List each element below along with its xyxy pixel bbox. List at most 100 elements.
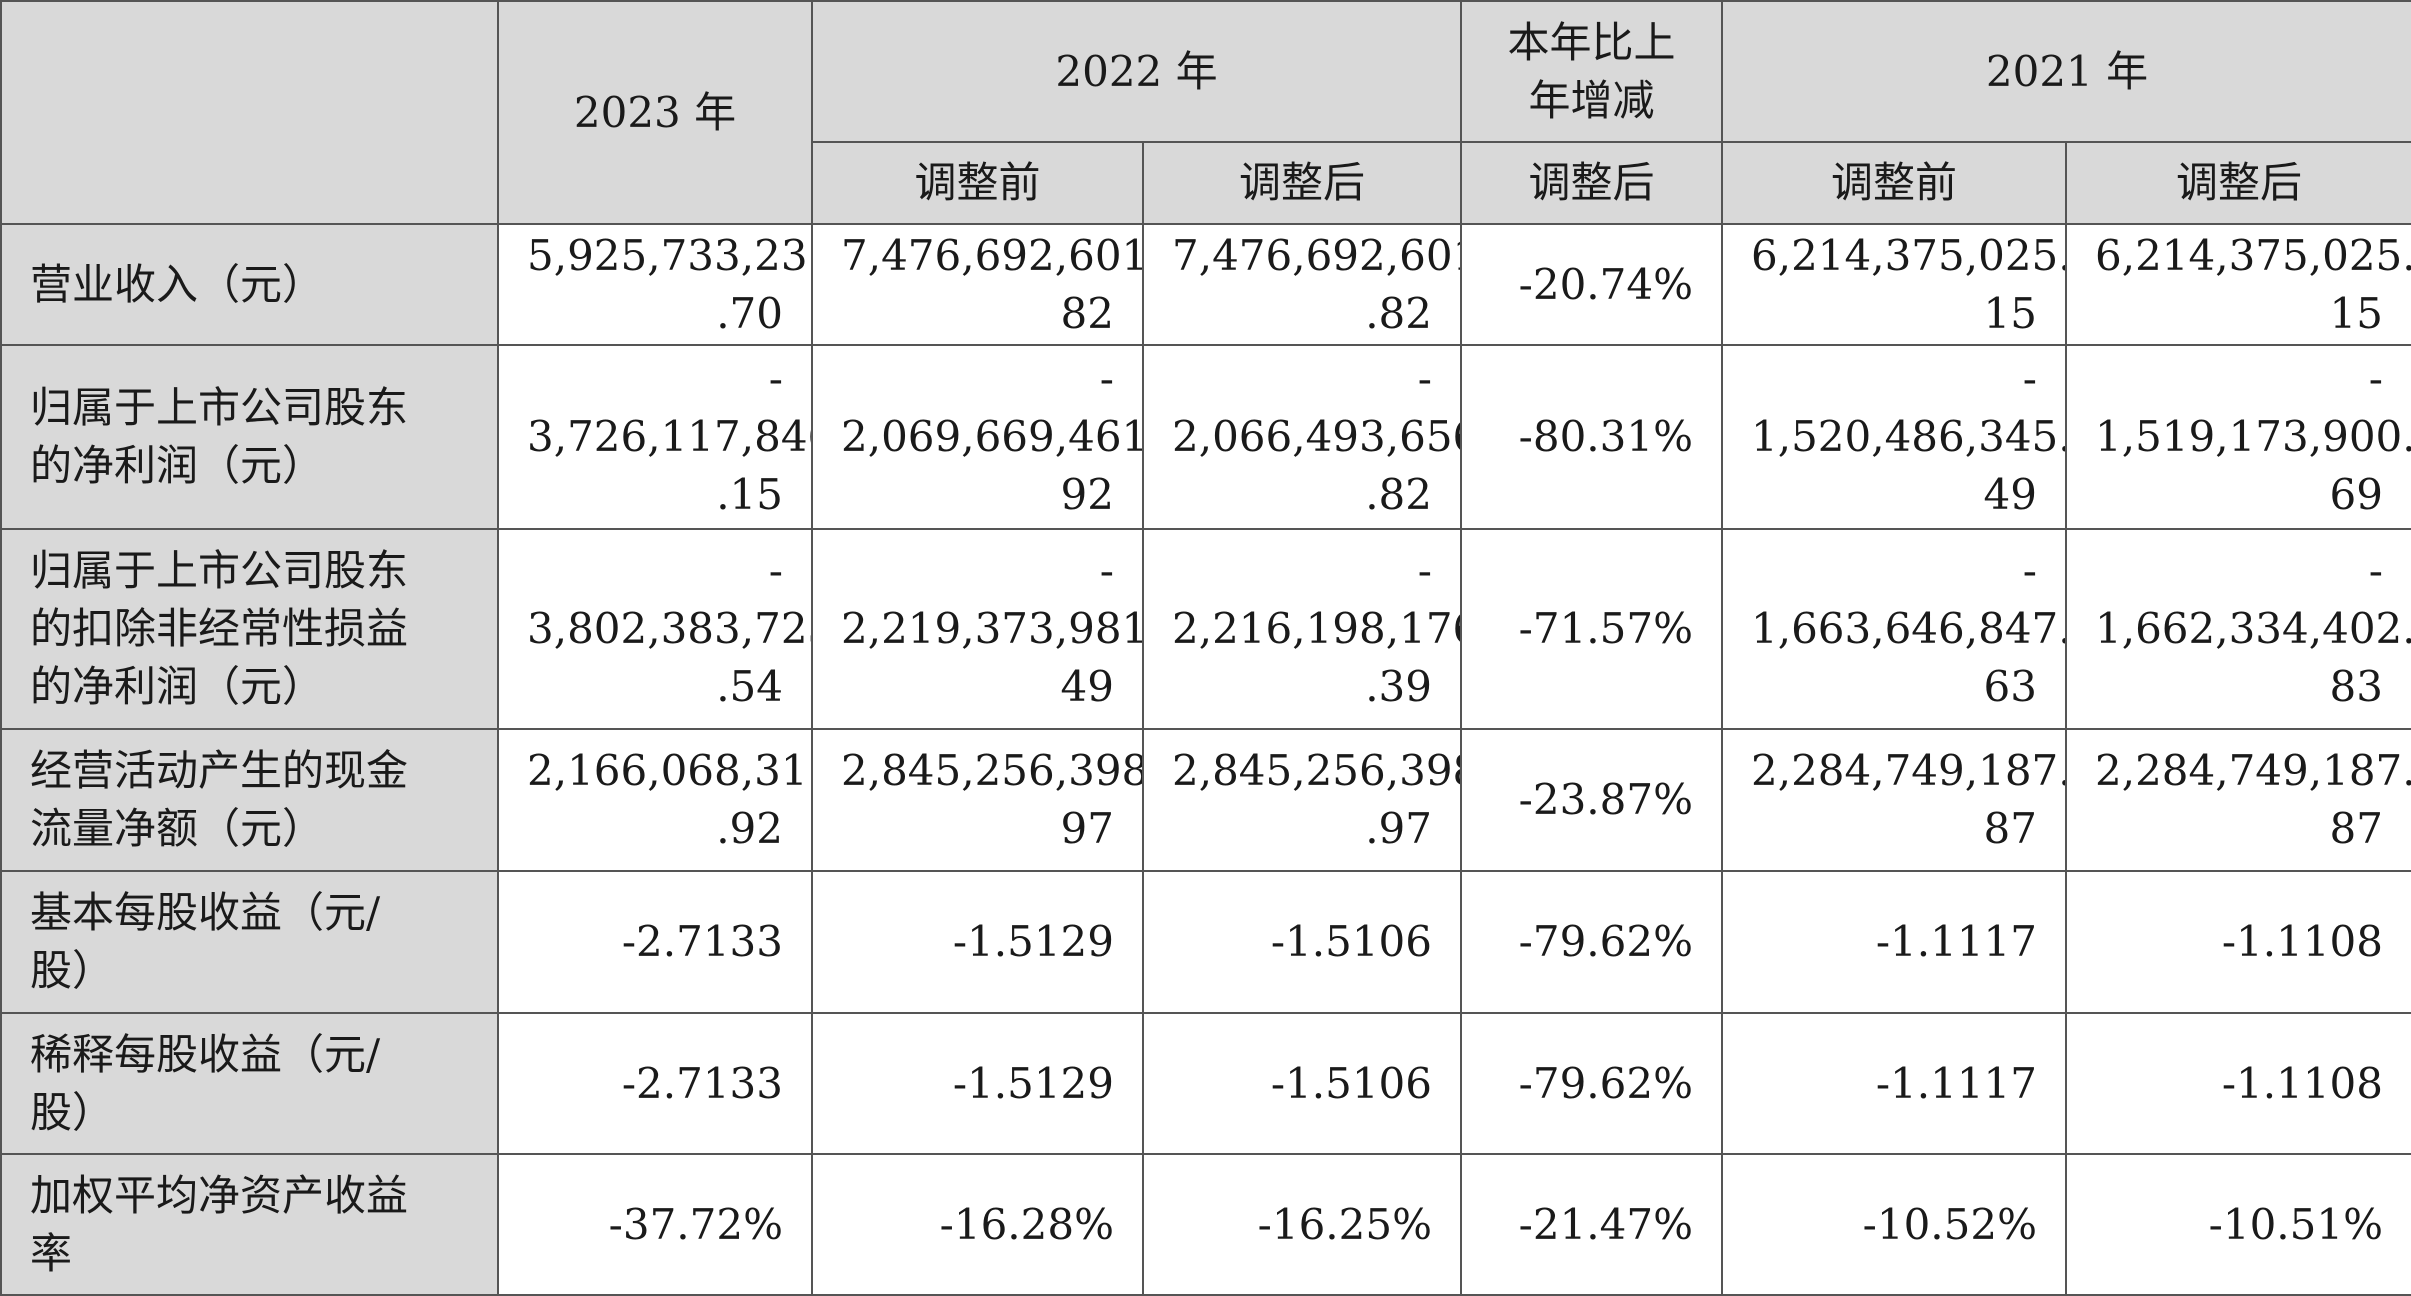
value-cell: -1.1108	[2065, 1012, 2411, 1155]
header-2022: 2022 年	[811, 0, 1462, 143]
value-line: 2,216,198,176	[1172, 604, 1461, 653]
header-change-line: 本年比上	[1507, 17, 1676, 67]
row-label-line: 归属于上市公司股东	[30, 383, 409, 432]
value-line: -10.52%	[1862, 1199, 2037, 1249]
value-line: 87	[1983, 804, 2037, 853]
value-line: -	[768, 354, 783, 403]
value-line: -	[2022, 354, 2037, 403]
table-row: 营业收入（元） 5,925,733,237.70 7,476,692,601. 82 7…	[0, 223, 2411, 346]
header-2023: 2023 年	[497, 0, 813, 225]
table-row: 经营活动产生的现金 流量净额（元） 2,166,068,311 .92 2,845,25…	[0, 728, 2411, 872]
value-line: 49	[1060, 662, 1114, 711]
value-cell: -2.7133	[497, 870, 813, 1014]
row-label-line: 的扣除非经常性损益	[30, 604, 409, 653]
header-2022-before: 调整前	[811, 141, 1144, 225]
value-line: -	[2368, 354, 2383, 403]
value-cell: 7,476,692,601. 82	[811, 223, 1144, 346]
value-line: 6,214,375,025.	[2095, 230, 2411, 280]
value-cell: -16.25%	[1142, 1153, 1462, 1296]
value-line: .39	[1365, 662, 1432, 711]
header-2021-before: 调整前	[1721, 141, 2067, 225]
value-cell: -1.1117	[1721, 870, 2067, 1014]
value-cell: -20.74%	[1460, 223, 1723, 346]
value-cell: -71.57%	[1460, 528, 1723, 730]
value-cell: -16.28%	[811, 1153, 1144, 1296]
value-cell: -23.87%	[1460, 728, 1723, 872]
table-row: 归属于上市公司股东 的扣除非经常性损益 的净利润（元） - 3,802,383,723.…	[0, 528, 2411, 730]
value-cell: - 2,066,493,656 .82	[1142, 344, 1462, 530]
value-line: 2,845,256,398.	[841, 746, 1143, 795]
value-cell: - 2,069,669,461. 92	[811, 344, 1144, 530]
value-cell: -1.1108	[2065, 870, 2411, 1014]
table-row: 基本每股收益（元/股） -2.7133 -1.5129 -1.5106 -79.62% -…	[0, 870, 2411, 1014]
value-line: -	[1417, 546, 1432, 595]
value-line: -37.72%	[608, 1199, 783, 1249]
row-label-line: 基本每股收益（元/	[30, 888, 381, 937]
value-line: .82	[1365, 288, 1432, 338]
row-label: 基本每股收益（元/股）	[0, 870, 499, 1014]
value-cell: -10.51%	[2065, 1153, 2411, 1296]
value-line: .82	[1365, 470, 1432, 519]
value-line: -2.7133	[621, 917, 783, 966]
value-line: 15	[1983, 288, 2037, 338]
value-line: 82	[1060, 288, 1114, 338]
row-label-line: 归属于上市公司股东	[30, 546, 409, 595]
header-2021-after: 调整后	[2065, 141, 2411, 225]
value-line: -	[1099, 546, 1114, 595]
value-line: .54	[716, 662, 783, 711]
header-corner-cell	[0, 0, 499, 225]
row-label-line: 稀释每股收益（元/	[30, 1029, 381, 1079]
row-label-line: 的净利润（元）	[30, 662, 325, 711]
value-line: 97	[1060, 804, 1114, 853]
value-cell: -79.62%	[1460, 870, 1723, 1014]
value-cell: - 3,726,117,846 .15	[497, 344, 813, 530]
value-line: 1,663,646,847.	[1751, 604, 2066, 653]
value-line: -23.87%	[1518, 775, 1693, 824]
row-label-line: 率	[30, 1228, 73, 1278]
value-cell: - 2,219,373,981. 49	[811, 528, 1144, 730]
value-line: 2,284,749,187.	[1751, 746, 2066, 795]
row-label-line: 经营活动产生的现金	[30, 746, 409, 795]
value-line: -21.47%	[1518, 1199, 1693, 1249]
value-cell: 6,214,375,025. 15	[1721, 223, 2067, 346]
row-label-line: 营业收入（元）	[30, 259, 325, 309]
value-cell: -1.1117	[1721, 1012, 2067, 1155]
header-change-line: 年增减	[1528, 75, 1655, 125]
row-label-line: 流量净额（元）	[30, 804, 325, 853]
value-cell: 5,925,733,237 .70	[497, 223, 813, 346]
value-line: 2,166,068,311	[527, 746, 812, 795]
value-line: .70	[716, 288, 783, 338]
value-line: 63	[1983, 662, 2037, 711]
value-line: -1.5129	[952, 917, 1114, 966]
value-cell: - 1,520,486,345. 49	[1721, 344, 2067, 530]
value-line: 7,476,692,601.	[841, 230, 1143, 280]
header-row-years: 2023 年 2022 年 本年比上 年增减 2021 年	[0, 0, 2411, 225]
value-cell: 2,284,749,187. 87	[2065, 728, 2411, 872]
value-cell: -37.72%	[497, 1153, 813, 1296]
value-line: .92	[716, 804, 783, 853]
value-cell: 2,284,749,187. 87	[1721, 728, 2067, 872]
value-line: 1,520,486,345.	[1751, 412, 2066, 461]
value-line: -2.7133	[621, 1058, 783, 1108]
value-cell: -1.5106	[1142, 870, 1462, 1014]
value-line: -79.62%	[1518, 917, 1693, 966]
value-line: -1.1108	[2221, 917, 2383, 966]
value-line: .15	[716, 470, 783, 519]
value-line: 3,802,383,723	[527, 604, 812, 653]
value-line: -71.57%	[1518, 604, 1693, 653]
value-line: -	[768, 546, 783, 595]
value-cell: -1.5129	[811, 870, 1144, 1014]
value-line: -16.28%	[939, 1199, 1114, 1249]
row-label-line: 股）	[30, 946, 115, 995]
value-cell: -1.5129	[811, 1012, 1144, 1155]
value-cell: - 1,663,646,847. 63	[1721, 528, 2067, 730]
value-line: -10.51%	[2208, 1199, 2383, 1249]
value-line: -1.5106	[1270, 1058, 1432, 1108]
row-label: 经营活动产生的现金 流量净额（元）	[0, 728, 499, 872]
value-line: -16.25%	[1257, 1199, 1432, 1249]
value-line: -79.62%	[1518, 1058, 1693, 1108]
value-line: -80.31%	[1518, 412, 1693, 461]
value-cell: 2,845,256,398 .97	[1142, 728, 1462, 872]
